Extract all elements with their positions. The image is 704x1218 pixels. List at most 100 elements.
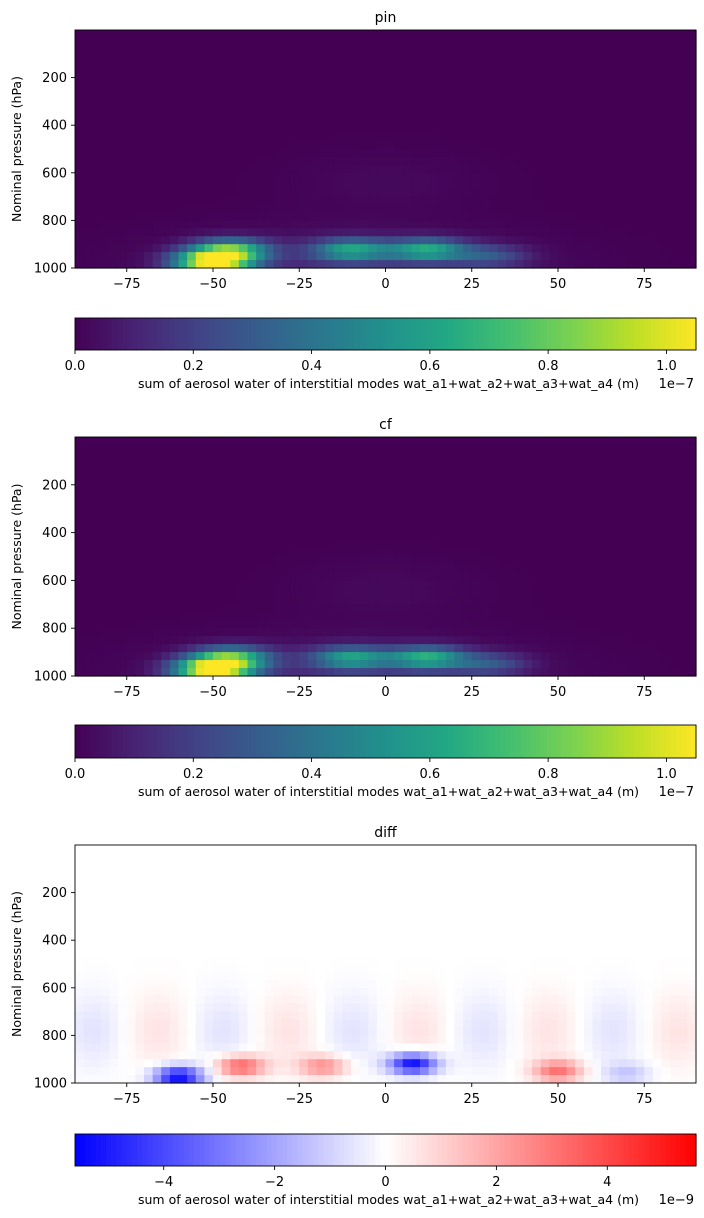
heatmap-cell bbox=[247, 172, 257, 182]
heatmap-cell bbox=[83, 532, 93, 542]
heatmap-cell bbox=[75, 995, 85, 1005]
heatmap-cell bbox=[118, 644, 128, 653]
heatmap-cell bbox=[126, 460, 136, 470]
heatmap-cell bbox=[342, 172, 352, 182]
heatmap-cell bbox=[100, 252, 111, 261]
heatmap-cell bbox=[471, 85, 481, 95]
heatmap-cell bbox=[678, 30, 688, 39]
heatmap-cell bbox=[75, 156, 85, 166]
heatmap-cell bbox=[411, 668, 421, 677]
heatmap-cell bbox=[307, 444, 318, 454]
heatmap-cell bbox=[290, 204, 300, 214]
heatmap-cell bbox=[118, 69, 128, 79]
heatmap-cell bbox=[445, 484, 456, 494]
heatmap-cell bbox=[445, 37, 456, 47]
heatmap-cell bbox=[523, 620, 533, 629]
heatmap-cell bbox=[394, 228, 404, 237]
heatmap-cell bbox=[187, 220, 197, 229]
heatmap-cell bbox=[661, 524, 671, 534]
heatmap-cell bbox=[118, 212, 128, 221]
colorbar-segment bbox=[426, 725, 433, 758]
heatmap-cell bbox=[316, 437, 326, 446]
heatmap-cell bbox=[575, 101, 585, 110]
heatmap-cell bbox=[514, 604, 525, 613]
heatmap-cell bbox=[583, 45, 594, 55]
heatmap-cell bbox=[351, 85, 361, 95]
heatmap-cell bbox=[402, 620, 412, 629]
heatmap-cell bbox=[213, 236, 223, 245]
heatmap-cell bbox=[92, 180, 102, 190]
heatmap-cell bbox=[109, 101, 119, 110]
heatmap-cell bbox=[635, 596, 645, 605]
heatmap-cell bbox=[497, 133, 507, 142]
colorbar-segment bbox=[271, 318, 278, 350]
heatmap-cell bbox=[342, 93, 352, 102]
heatmap-cell bbox=[213, 588, 223, 597]
heatmap-cell bbox=[420, 236, 430, 245]
heatmap-cell bbox=[238, 556, 249, 566]
heatmap-cell bbox=[299, 636, 309, 645]
heatmap-cell bbox=[152, 644, 162, 653]
heatmap-cell bbox=[169, 236, 180, 245]
heatmap-cell bbox=[420, 149, 430, 158]
heatmap-cell bbox=[592, 101, 602, 110]
heatmap-cell bbox=[221, 244, 231, 253]
heatmap-cell bbox=[549, 53, 559, 63]
heatmap-cell bbox=[299, 141, 309, 150]
heatmap-cell bbox=[118, 260, 128, 269]
heatmap-cell bbox=[307, 204, 318, 214]
heatmap-cell bbox=[437, 636, 447, 645]
heatmap-cell bbox=[575, 133, 585, 142]
heatmap-cell bbox=[592, 53, 602, 63]
heatmap-cell bbox=[583, 492, 594, 502]
heatmap-cell bbox=[299, 196, 309, 206]
heatmap-cell bbox=[161, 652, 171, 661]
heatmap-cell bbox=[454, 188, 464, 198]
heatmap-cell bbox=[238, 444, 249, 454]
heatmap-cell bbox=[540, 548, 550, 558]
heatmap-cell bbox=[583, 93, 594, 102]
colorbar-segment bbox=[644, 725, 651, 758]
heatmap-cell bbox=[609, 484, 619, 494]
heatmap-cell bbox=[264, 452, 274, 462]
heatmap-cell bbox=[687, 437, 697, 446]
heatmap-cell bbox=[627, 156, 637, 166]
heatmap-cell bbox=[618, 484, 628, 494]
heatmap-cell bbox=[489, 437, 499, 446]
heatmap-cell bbox=[540, 500, 550, 510]
heatmap-cell bbox=[618, 101, 628, 110]
heatmap-cell bbox=[126, 604, 136, 613]
heatmap-cell bbox=[195, 628, 205, 637]
heatmap-cell bbox=[445, 500, 456, 510]
heatmap-cell bbox=[394, 668, 404, 677]
heatmap-cell bbox=[540, 452, 550, 462]
heatmap-cell bbox=[187, 125, 197, 134]
heatmap-cell bbox=[273, 260, 283, 269]
heatmap-cell bbox=[687, 548, 697, 558]
heatmap-cell bbox=[221, 524, 231, 534]
colorbar-label: sum of aerosol water of interstitial mod… bbox=[138, 784, 639, 799]
heatmap-cell bbox=[325, 572, 335, 581]
heatmap-cell bbox=[609, 612, 619, 621]
colorbar-segment bbox=[504, 725, 511, 758]
heatmap-cell bbox=[152, 540, 162, 550]
heatmap-cell bbox=[540, 156, 550, 166]
heatmap-cell bbox=[92, 476, 102, 486]
heatmap-cell bbox=[282, 620, 292, 629]
heatmap-cell bbox=[195, 476, 205, 486]
heatmap-cell bbox=[178, 628, 188, 637]
heatmap-cell bbox=[333, 460, 343, 470]
heatmap-cell bbox=[126, 1051, 136, 1060]
heatmap-cell bbox=[549, 437, 559, 446]
heatmap-cell bbox=[282, 644, 292, 653]
heatmap-cell bbox=[195, 524, 205, 534]
heatmap-cell bbox=[583, 30, 594, 39]
heatmap-cell bbox=[359, 77, 369, 87]
heatmap-cell bbox=[282, 133, 292, 142]
heatmap-cell bbox=[325, 101, 335, 110]
heatmap-cell bbox=[83, 156, 93, 166]
heatmap-cell bbox=[463, 220, 473, 229]
heatmap-cell bbox=[566, 212, 576, 221]
heatmap-cell bbox=[566, 244, 576, 253]
heatmap-cell bbox=[359, 580, 369, 589]
